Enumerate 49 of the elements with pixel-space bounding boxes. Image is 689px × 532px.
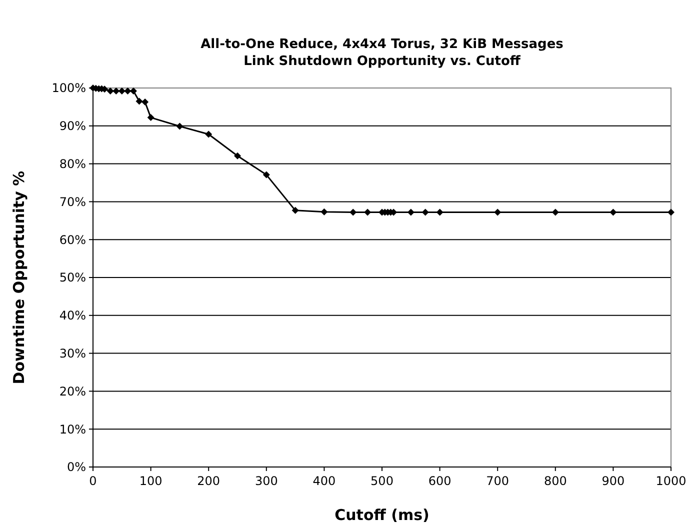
y-tick-label: 90% [59,119,86,134]
x-tick-label: 700 [486,474,510,488]
point [668,208,674,216]
point [350,208,357,216]
x-tick-label: 300 [254,474,278,488]
x-tick-label: 400 [312,474,336,488]
x-tick-label: 1000 [656,474,686,488]
point [124,88,132,95]
chart-subtitle: Link Shutdown Opportunity vs. Cutoff [244,54,521,69]
y-tick-label: 50% [59,270,86,285]
point [320,208,328,216]
point [234,152,241,160]
point [494,208,502,216]
point [118,88,126,95]
x-tick-label: 900 [602,474,625,488]
y-tick-label: 20% [59,384,86,398]
point [292,206,299,214]
x-tick-label: 600 [428,474,452,488]
x-tick-label: 800 [544,474,567,488]
point [136,98,143,105]
point [407,208,414,216]
y-tick-label: 80% [59,157,86,171]
y-tick-label: 0% [66,460,86,474]
y-tick-label: 70% [59,194,86,209]
point [422,208,429,216]
y-axis-title: Downtime Opportunity % [10,170,28,384]
y-tick-label: 100% [52,81,86,96]
point [176,122,184,130]
x-tick-label: 100 [139,474,162,488]
x-tick-label: 200 [197,474,220,488]
point [552,208,559,216]
point [364,208,372,216]
chart-title: All-to-One Reduce, 4x4x4 Torus, 32 KiB Messages [200,37,564,52]
point [106,88,114,95]
y-tick-label: 30% [59,346,86,360]
y-tick-label: 60% [59,232,86,247]
y-tick-label: 40% [59,308,86,323]
point [205,130,212,138]
x-tick-label: 0 [89,474,97,488]
point [262,171,270,178]
point [610,208,617,216]
point [112,88,120,95]
x-axis-title: Cutoff (ms) [334,506,430,524]
point [142,98,149,106]
x-tick-label: 500 [370,474,394,488]
y-tick-label: 10% [59,422,86,436]
point [130,88,137,95]
point [147,114,154,122]
point [436,208,444,216]
